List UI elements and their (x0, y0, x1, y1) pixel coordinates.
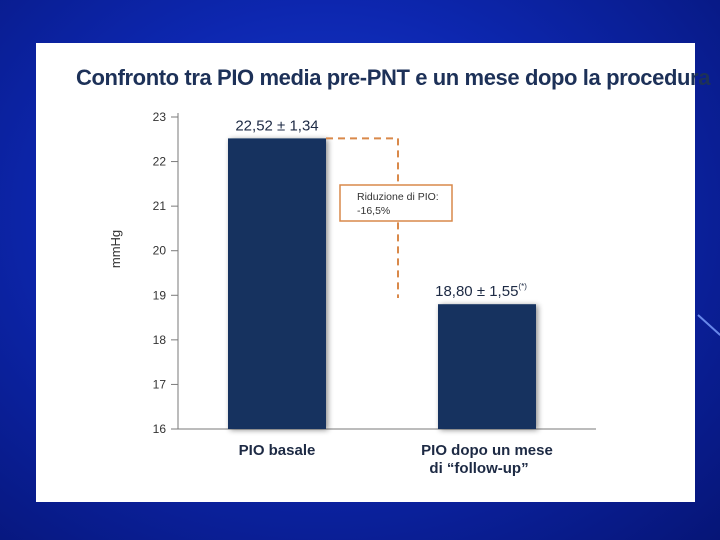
x-category-label: PIO dopo un mese (421, 442, 553, 459)
y-axis-label: mmHg (108, 230, 123, 268)
chart-panel: Confronto tra PIO media pre-PNT e un mes… (36, 43, 711, 502)
x-category-label: PIO basale (239, 442, 316, 459)
y-tick-label: 23 (153, 110, 167, 124)
y-tick-label: 16 (153, 422, 167, 436)
reduction-annotation-box (339, 184, 453, 222)
reduction-annotation-text: -16,5% (357, 205, 390, 217)
bar-value-label: 18,80 ± 1,55(*) (435, 282, 527, 300)
x-category-label: di “follow-up” (429, 460, 528, 477)
bar-value-text: 18,80 ± 1,55 (435, 283, 518, 300)
bar-value-superscript: (*) (518, 282, 527, 291)
bar-2 (438, 304, 536, 429)
y-tick-label: 22 (153, 155, 167, 169)
bar-chart: 16 17 18 19 20 21 22 23 mmHg 22,52 ± 1,34 PIO basa… (108, 110, 596, 477)
y-tick-label: 17 (153, 377, 167, 391)
chart-title: Confronto tra PIO media pre-PNT e un mes… (76, 65, 711, 90)
y-tick-label: 21 (153, 199, 167, 213)
bar-value-text: 22,52 ± 1,34 (235, 117, 318, 134)
y-tick-label: 20 (153, 244, 167, 258)
reduction-annotation-text: Riduzione di PIO: (357, 191, 439, 203)
slide-decoration-line (697, 314, 720, 336)
bar-1 (228, 138, 326, 429)
bar-value-label: 22,52 ± 1,34 (235, 117, 318, 134)
y-tick-label: 18 (153, 333, 167, 347)
y-tick-label: 19 (153, 288, 167, 302)
